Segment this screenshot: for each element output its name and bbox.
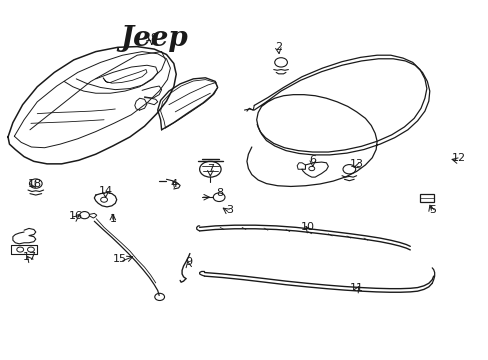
Text: 14: 14 — [98, 186, 112, 196]
Text: 18: 18 — [28, 179, 42, 189]
Text: 5: 5 — [428, 206, 435, 216]
Bar — [419, 194, 433, 202]
Text: 13: 13 — [349, 159, 363, 169]
Text: 8: 8 — [216, 188, 223, 198]
Text: 1: 1 — [109, 215, 116, 224]
Text: 4: 4 — [170, 179, 177, 189]
Text: 9: 9 — [184, 257, 192, 267]
Text: Jeep: Jeep — [120, 25, 188, 52]
Text: 6: 6 — [308, 155, 316, 165]
Text: 7: 7 — [206, 164, 213, 174]
Text: 3: 3 — [226, 206, 233, 216]
Text: 2: 2 — [275, 42, 282, 52]
Text: 19: 19 — [144, 33, 159, 43]
Text: 10: 10 — [300, 222, 314, 231]
Text: 16: 16 — [69, 211, 83, 221]
Text: 11: 11 — [349, 283, 363, 293]
Text: 12: 12 — [451, 153, 465, 163]
Text: 17: 17 — [23, 252, 37, 262]
Text: 15: 15 — [113, 254, 127, 264]
